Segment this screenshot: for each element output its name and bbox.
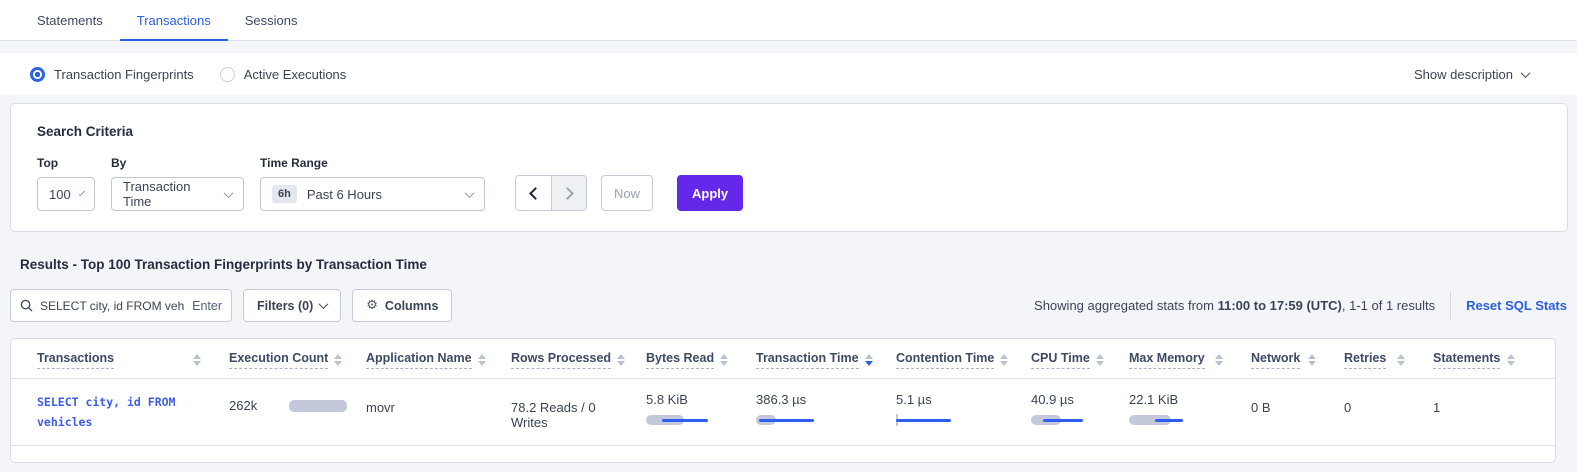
col-header-application-name[interactable]: Application Name bbox=[366, 351, 511, 369]
col-header-contention-time[interactable]: Contention Time bbox=[896, 351, 1031, 369]
search-input[interactable] bbox=[40, 298, 186, 313]
now-button[interactable]: Now bbox=[601, 175, 653, 211]
sql-search-box[interactable]: Enter bbox=[10, 289, 232, 322]
top-field: Top 100 bbox=[37, 156, 95, 211]
sort-icon[interactable] bbox=[1507, 353, 1515, 366]
show-description-toggle[interactable]: Show description bbox=[1414, 67, 1531, 82]
sort-icon[interactable] bbox=[1397, 353, 1405, 366]
chevron-down-icon bbox=[78, 189, 86, 196]
cell-contention-time: 5.1 µs bbox=[896, 392, 1031, 426]
max-memory-bar bbox=[1129, 414, 1193, 426]
chevron-down-icon bbox=[318, 299, 329, 310]
bytes-read-bar bbox=[646, 414, 710, 426]
search-criteria-title: Search Criteria bbox=[37, 124, 134, 139]
chevron-down-icon bbox=[1520, 67, 1531, 78]
reset-sql-stats-link[interactable]: Reset SQL Stats bbox=[1466, 298, 1567, 313]
time-range-badge: 6h bbox=[272, 185, 297, 203]
sort-icon[interactable] bbox=[334, 353, 343, 366]
time-range-field: Time Range 6h Past 6 Hours bbox=[260, 156, 485, 211]
col-header-retries[interactable]: Retries bbox=[1344, 351, 1433, 369]
cpu-time-bar bbox=[1031, 414, 1095, 426]
chevron-down-icon bbox=[464, 187, 475, 198]
search-criteria-fields: Top 100 By Transaction Time Time Range 6… bbox=[37, 156, 1541, 211]
results-toolbar-right: Showing aggregated stats from 11:00 to 1… bbox=[1034, 290, 1567, 321]
col-header-network[interactable]: Network bbox=[1251, 351, 1344, 369]
aggregated-stats-text: Showing aggregated stats from 11:00 to 1… bbox=[1034, 298, 1436, 313]
sort-icon[interactable] bbox=[477, 353, 486, 366]
cell-cpu-time: 40.9 µs bbox=[1031, 392, 1129, 426]
by-select[interactable]: Transaction Time bbox=[111, 177, 244, 211]
by-field: By Transaction Time bbox=[111, 156, 244, 211]
radio-unselected-icon bbox=[219, 66, 235, 82]
transaction-time-bar bbox=[756, 414, 820, 426]
contention-time-bar bbox=[896, 414, 960, 426]
table-row: SELECT city, id FROM vehicles 262k movr … bbox=[11, 379, 1555, 446]
col-header-bytes-read[interactable]: Bytes Read bbox=[646, 351, 756, 369]
sort-icon[interactable] bbox=[193, 353, 201, 366]
col-header-transaction-time[interactable]: Transaction Time bbox=[756, 351, 896, 369]
chevron-right-icon bbox=[561, 186, 574, 200]
tab-transactions[interactable]: Transactions bbox=[119, 0, 228, 41]
filters-button[interactable]: Filters (0) bbox=[243, 289, 342, 322]
radio-active-executions[interactable]: Active Executions bbox=[219, 66, 346, 82]
vertical-divider bbox=[1450, 290, 1452, 321]
time-range-nav bbox=[515, 175, 587, 211]
cell-network: 0 B bbox=[1251, 400, 1271, 415]
transaction-query-link[interactable]: SELECT city, id FROM vehicles bbox=[37, 395, 176, 429]
cell-execution-count: 262k bbox=[229, 398, 366, 413]
table-header-row: Transactions Execution Count Application… bbox=[11, 341, 1555, 379]
time-next-button[interactable] bbox=[551, 176, 586, 210]
sort-icon[interactable] bbox=[1095, 353, 1104, 366]
search-criteria-panel: Search Criteria Top 100 By Transaction T… bbox=[10, 103, 1568, 232]
top-label: Top bbox=[37, 156, 59, 170]
cell-application-name: movr bbox=[366, 400, 395, 415]
cell-rows-processed: 78.2 Reads / 0 Writes bbox=[511, 400, 596, 430]
time-range-select[interactable]: 6h Past 6 Hours bbox=[260, 177, 485, 211]
cell-retries: 0 bbox=[1344, 400, 1352, 415]
sort-icon[interactable] bbox=[720, 353, 729, 366]
top-select[interactable]: 100 bbox=[37, 177, 95, 211]
results-table-panel: Transactions Execution Count Application… bbox=[10, 338, 1556, 463]
results-toolbar: Enter Filters (0) ⚙ Columns Showing aggr… bbox=[10, 289, 1567, 322]
sort-icon[interactable] bbox=[1000, 353, 1009, 366]
col-header-execution-count[interactable]: Execution Count bbox=[229, 351, 366, 369]
chevron-left-icon bbox=[528, 186, 542, 200]
top-tab-bar: Statements Transactions Sessions bbox=[0, 0, 1577, 41]
col-header-transactions[interactable]: Transactions bbox=[37, 351, 229, 369]
cell-statements: 1 bbox=[1433, 400, 1441, 415]
radio-selected-icon bbox=[30, 66, 45, 82]
view-mode-bar: Transaction Fingerprints Active Executio… bbox=[0, 53, 1577, 95]
tab-sessions[interactable]: Sessions bbox=[244, 12, 298, 28]
results-heading: Results - Top 100 Transaction Fingerprin… bbox=[20, 257, 427, 272]
sort-icon[interactable] bbox=[1215, 353, 1223, 366]
results-toolbar-left: Enter Filters (0) ⚙ Columns bbox=[10, 289, 453, 322]
chevron-down-icon bbox=[223, 187, 234, 198]
cell-transactions: SELECT city, id FROM vehicles bbox=[37, 392, 229, 432]
col-header-statements[interactable]: Statements bbox=[1433, 351, 1543, 369]
sort-icon[interactable] bbox=[617, 353, 626, 366]
enter-hint[interactable]: Enter bbox=[192, 298, 222, 313]
cell-bytes-read: 5.8 KiB bbox=[646, 392, 756, 426]
apply-button[interactable]: Apply bbox=[677, 175, 744, 211]
by-label: By bbox=[111, 156, 127, 170]
execution-count-bar bbox=[289, 399, 348, 412]
time-range-label: Time Range bbox=[260, 156, 328, 170]
time-prev-button[interactable] bbox=[516, 176, 551, 210]
sort-icon[interactable] bbox=[1308, 353, 1316, 366]
col-header-cpu-time[interactable]: CPU Time bbox=[1031, 351, 1129, 369]
search-icon bbox=[20, 299, 33, 312]
sort-icon[interactable] bbox=[864, 353, 873, 366]
radio-transaction-fingerprints[interactable]: Transaction Fingerprints bbox=[30, 66, 194, 82]
tab-statements[interactable]: Statements bbox=[37, 12, 103, 28]
col-header-rows-processed[interactable]: Rows Processed bbox=[511, 351, 646, 369]
col-header-max-memory[interactable]: Max Memory bbox=[1129, 351, 1251, 369]
columns-button[interactable]: ⚙ Columns bbox=[352, 289, 453, 322]
cell-transaction-time: 386.3 µs bbox=[756, 392, 896, 426]
gear-icon: ⚙ bbox=[366, 298, 378, 313]
cell-max-memory: 22.1 KiB bbox=[1129, 392, 1251, 426]
